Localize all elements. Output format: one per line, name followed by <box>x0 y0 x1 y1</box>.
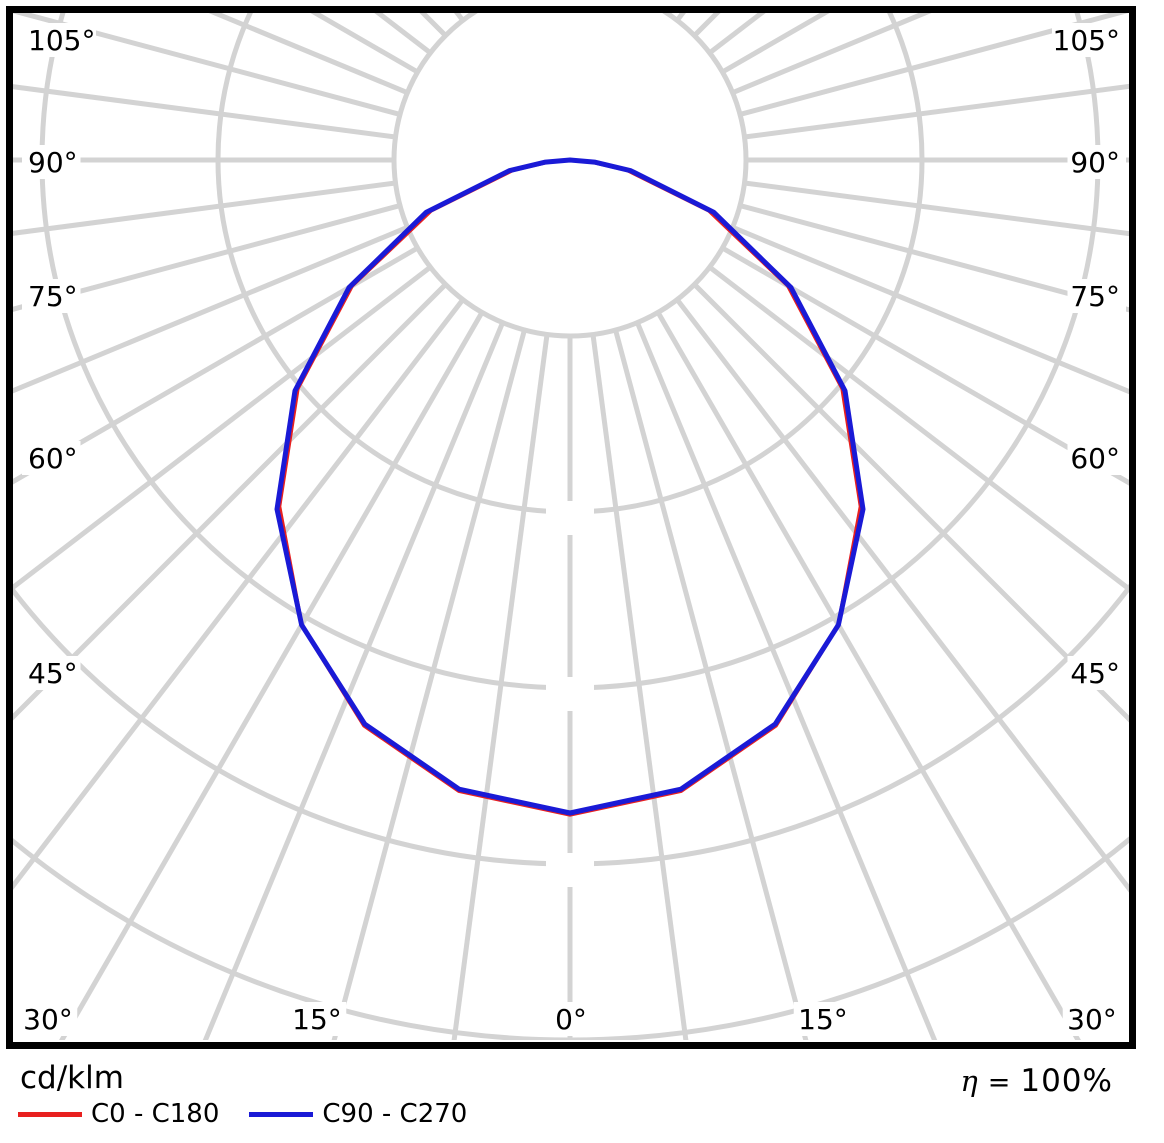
grid-radial-line <box>13 298 465 891</box>
grid-radial-line <box>13 13 401 117</box>
grid-radial-line <box>13 282 448 721</box>
grid-radial-line <box>451 334 550 1040</box>
angle-label: 15° <box>292 1003 342 1036</box>
angle-label-background <box>22 145 81 179</box>
grid-radial-line <box>13 225 409 394</box>
angle-label: 45° <box>1070 657 1120 690</box>
unit-label: cd/klm <box>20 1060 124 1096</box>
grid-radial-line <box>731 13 932 95</box>
grid-radial-line <box>739 13 1129 117</box>
angle-label-background <box>1067 279 1126 313</box>
grid-radial-line <box>13 203 401 312</box>
angle-label: 105° <box>1053 24 1120 57</box>
grid-ring <box>391 13 749 339</box>
angle-label: 30° <box>23 1003 73 1036</box>
angle-label-background <box>18 1002 78 1036</box>
angle-label-background <box>22 656 81 690</box>
grid-radial-line <box>744 83 1130 140</box>
axis-tick-gap <box>546 501 594 535</box>
grid-ring <box>13 582 1130 867</box>
legend-swatch-c90-c270 <box>249 1111 314 1117</box>
grid-radial-line <box>744 180 1130 237</box>
angle-label: 30° <box>1067 1003 1117 1036</box>
polar-grid <box>13 13 1130 1040</box>
polar-photometric-diagram: 105° 90° 75° 60° 45° 105° 90° 75° 60° 45° 30° 15° 0°… <box>6 6 1136 1049</box>
grid-radial-line <box>590 334 689 1040</box>
angle-label: 75° <box>1070 280 1120 313</box>
grid-radial-line <box>208 13 409 95</box>
legend-label-c90-c270: C90 - C270 <box>322 1099 468 1129</box>
grid-radial-line <box>708 265 1130 593</box>
grid-radial-line <box>635 321 938 1040</box>
eta-equals-sign: = <box>987 1067 1011 1098</box>
eta-symbol: η <box>960 1064 978 1098</box>
legend-swatch-c0-c180 <box>18 1111 82 1117</box>
angle-label-background <box>1067 656 1126 690</box>
angle-label: 60° <box>1070 442 1120 475</box>
efficiency-label: η = 100% <box>960 1063 1113 1099</box>
grid-radial-line <box>655 311 1081 1040</box>
plot-frame <box>6 6 1136 1049</box>
grid-radial-line <box>13 265 432 591</box>
angle-label-background <box>1067 441 1126 475</box>
angle-label-background <box>1062 1002 1122 1036</box>
angle-label-background <box>22 441 81 475</box>
grid-radial-line <box>675 298 1130 894</box>
axis-tick-gap <box>546 677 594 711</box>
grid-radial-line <box>59 311 485 1040</box>
angle-label-background <box>22 23 96 57</box>
grid-radial-line <box>331 329 527 1040</box>
grid-radial-line <box>739 203 1130 313</box>
legend: C0 - C180 C90 - C270 <box>18 1099 497 1129</box>
angle-label: 90° <box>1070 146 1120 179</box>
angle-label: 45° <box>28 657 78 690</box>
curve-c90-c270 <box>274 157 866 816</box>
grid-radial-line <box>13 180 396 236</box>
eta-value: 100% <box>1020 1063 1113 1099</box>
angle-label: 0° <box>555 1003 587 1036</box>
grid-radial-line <box>13 245 419 485</box>
angle-label-background <box>1052 23 1126 57</box>
footer-area: cd/klm η = 100% C0 - C180 C90 - C270 <box>0 1051 1164 1143</box>
grid-radial-line <box>202 321 505 1040</box>
angle-label: 90° <box>28 146 78 179</box>
legend-label-c0-c180: C0 - C180 <box>91 1099 220 1129</box>
angle-label: 60° <box>28 442 78 475</box>
angle-label-background <box>793 1002 853 1036</box>
angle-label-background <box>549 1002 593 1036</box>
grid-radial-line <box>13 84 396 140</box>
angle-label: 15° <box>798 1003 848 1036</box>
angle-label-background <box>22 279 81 313</box>
angle-label: 105° <box>28 24 95 57</box>
grid-radial-line <box>721 245 1130 487</box>
grid-radial-line <box>692 282 1130 724</box>
axis-tick-gap <box>546 853 594 887</box>
grid-radial-line <box>613 329 809 1040</box>
angle-label: 75° <box>28 280 78 313</box>
angle-labels: 105° 90° 75° 60° 45° 105° 90° 75° 60° 45° 30° 15° 0°… <box>18 23 1126 1036</box>
grid-radial-line <box>731 225 1130 395</box>
angle-label-background <box>287 1002 347 1036</box>
angle-label-background <box>1067 145 1126 179</box>
